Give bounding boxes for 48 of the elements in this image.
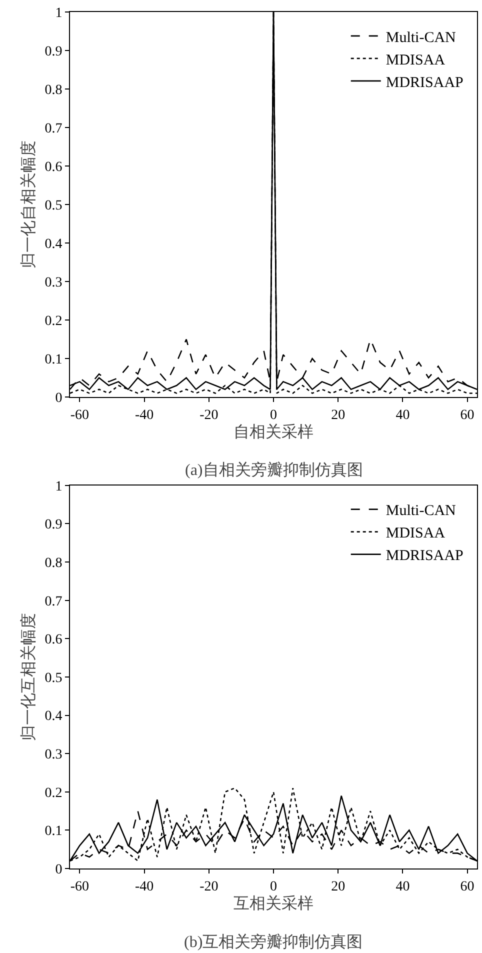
y-tick-label: 0.6 <box>44 632 62 648</box>
y-axis-title: 归一化自相关幅度 <box>20 140 38 269</box>
y-tick-label: 0 <box>55 390 62 406</box>
y-tick-label: 0.9 <box>44 518 62 533</box>
y-tick-label: 0.4 <box>44 709 62 724</box>
y-tick-label: 0.9 <box>44 44 62 60</box>
x-axis-title: 自相关采样 <box>234 422 314 441</box>
legend-label: MDRISAAP <box>386 74 464 91</box>
y-axis-title: 归一化互相关幅度 <box>20 612 38 741</box>
y-tick-label: 0.8 <box>44 556 62 571</box>
x-tick-label: 20 <box>331 408 346 423</box>
x-tick-label: -40 <box>134 879 154 894</box>
x-tick-label: 60 <box>460 408 474 423</box>
x-tick-label: -20 <box>200 408 218 423</box>
x-tick-label: 0 <box>270 879 277 894</box>
y-tick-label: 0.2 <box>44 786 62 801</box>
y-tick-label: 0.3 <box>44 748 62 762</box>
y-tick-label: 0.6 <box>44 160 62 175</box>
text: (b)互相关旁瓣抑制仿真图 <box>184 933 363 951</box>
y-tick-label: 0.5 <box>44 198 62 214</box>
y-tick-label: 0.7 <box>44 594 62 610</box>
y-tick-label: 0.5 <box>44 670 62 686</box>
x-tick-label: -60 <box>70 408 90 423</box>
y-tick-label: 1 <box>55 479 62 494</box>
x-tick-label: 0 <box>270 408 277 423</box>
x-tick-label: 60 <box>460 879 474 894</box>
y-tick-label: 1 <box>55 6 62 21</box>
x-tick-label: 40 <box>396 408 410 423</box>
x-axis-title: 互相关采样 <box>234 894 314 912</box>
y-tick-label: 0.3 <box>44 275 62 290</box>
y-tick-label: 0.4 <box>44 236 62 252</box>
y-tick-label: 0.7 <box>44 121 62 136</box>
y-tick-label: 0.1 <box>44 824 62 840</box>
x-tick-label: 20 <box>331 879 346 894</box>
text: (a)自相关旁瓣抑制仿真图 <box>185 461 363 479</box>
x-tick-label: -40 <box>134 408 154 423</box>
y-tick-label: 0.1 <box>44 352 62 368</box>
y-tick-label: 0.8 <box>44 82 62 98</box>
legend-label: Multi-CAN <box>386 30 456 46</box>
legend-label: MDISAA <box>386 526 446 542</box>
legend-label: MDRISAAP <box>386 548 464 564</box>
y-tick-label: 0 <box>55 862 62 878</box>
y-tick-label: 0.2 <box>44 314 62 329</box>
x-tick-label: 40 <box>396 879 410 894</box>
x-tick-label: -20 <box>200 879 218 894</box>
x-tick-label: -60 <box>70 879 90 894</box>
legend-label: MDISAA <box>386 52 446 68</box>
legend-label: Multi-CAN <box>386 503 456 520</box>
